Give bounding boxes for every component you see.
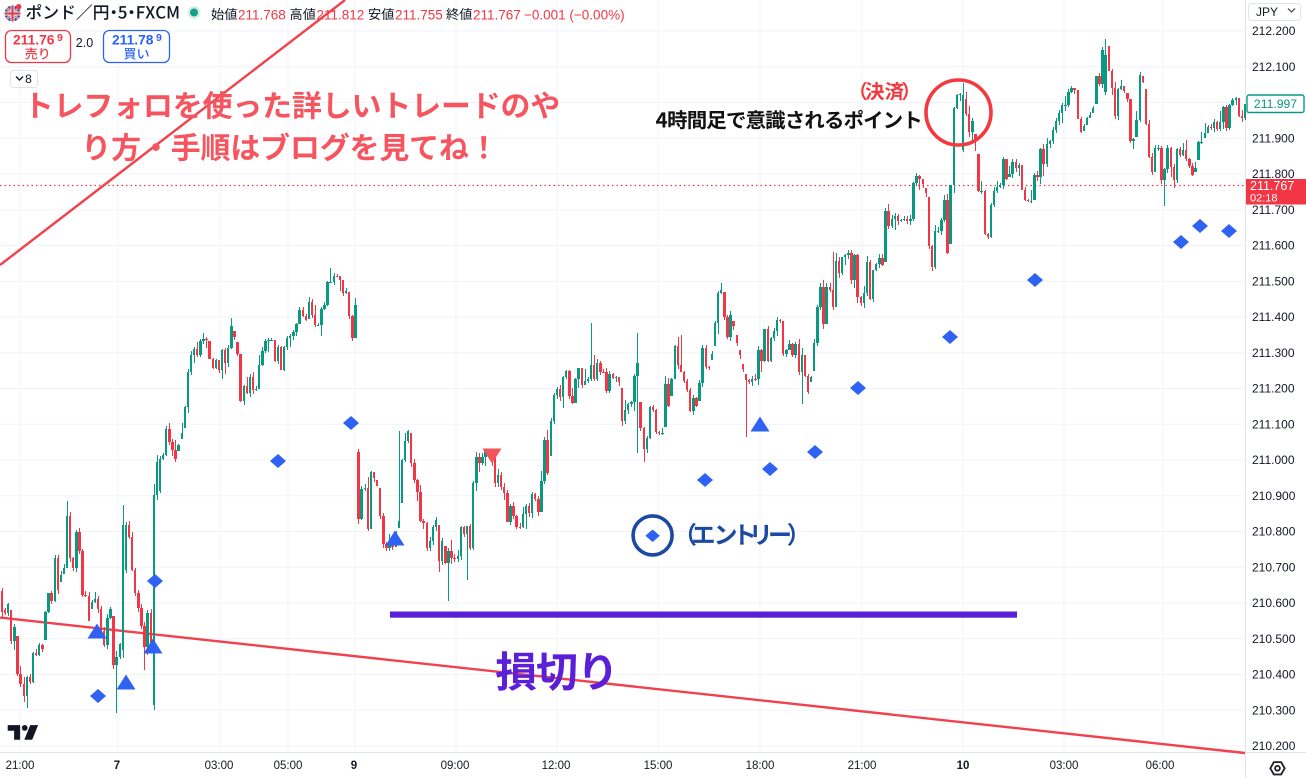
svg-text:212.200: 212.200	[1252, 24, 1296, 38]
svg-text:21:00: 21:00	[6, 760, 35, 772]
svg-text:211.997: 211.997	[1254, 97, 1297, 111]
svg-text:210.200: 210.200	[1252, 739, 1296, 753]
svg-text:18:00: 18:00	[746, 760, 775, 772]
svg-text:12:00: 12:00	[542, 760, 571, 772]
svg-text:02:18: 02:18	[1250, 193, 1278, 205]
svg-text:210.500: 210.500	[1252, 632, 1296, 646]
svg-text:210.700: 210.700	[1252, 560, 1296, 574]
svg-text:15:00: 15:00	[644, 760, 673, 772]
svg-text:06:00: 06:00	[1146, 760, 1175, 772]
svg-text:JPY: JPY	[1256, 5, 1278, 19]
svg-text:−0.001 (−0.00%): −0.001 (−0.00%)	[524, 8, 625, 23]
svg-text:03:00: 03:00	[205, 760, 234, 772]
svg-text:211.200: 211.200	[1252, 382, 1295, 396]
svg-text:9: 9	[156, 32, 162, 44]
svg-text:210.400: 210.400	[1252, 668, 1296, 682]
svg-text:212.100: 212.100	[1252, 60, 1296, 74]
svg-text:211.700: 211.700	[1252, 203, 1295, 217]
svg-text:211.76: 211.76	[13, 33, 55, 48]
svg-text:2.0: 2.0	[76, 36, 93, 50]
svg-text:05:00: 05:00	[274, 760, 303, 772]
svg-text:211.767: 211.767	[1250, 179, 1294, 193]
svg-text:9: 9	[57, 32, 63, 44]
svg-text:211.100: 211.100	[1252, 417, 1295, 431]
svg-text:9: 9	[351, 760, 357, 772]
svg-text:10: 10	[957, 760, 970, 772]
svg-text:211.600: 211.600	[1252, 239, 1295, 253]
svg-text:21:00: 21:00	[848, 760, 877, 772]
svg-text:211.000: 211.000	[1252, 453, 1295, 467]
svg-text:210.900: 210.900	[1252, 489, 1296, 503]
svg-text:211.400: 211.400	[1252, 310, 1295, 324]
svg-text:211.900: 211.900	[1252, 131, 1295, 145]
svg-text:211.78: 211.78	[112, 33, 154, 48]
svg-text:7: 7	[114, 760, 120, 772]
svg-text:211.768: 211.768	[238, 8, 286, 23]
svg-text:210.300: 210.300	[1252, 703, 1296, 717]
svg-text:211.755: 211.755	[395, 8, 443, 23]
svg-text:211.812: 211.812	[317, 8, 365, 23]
svg-text:210.600: 210.600	[1252, 596, 1296, 610]
svg-text:09:00: 09:00	[441, 760, 470, 772]
svg-text:211.300: 211.300	[1252, 346, 1295, 360]
svg-text:03:00: 03:00	[1050, 760, 1079, 772]
svg-text:211.500: 211.500	[1252, 274, 1295, 288]
svg-text:211.800: 211.800	[1252, 167, 1295, 181]
svg-text:211.767: 211.767	[473, 8, 521, 23]
svg-text:8: 8	[25, 72, 32, 86]
svg-text:210.800: 210.800	[1252, 525, 1296, 539]
